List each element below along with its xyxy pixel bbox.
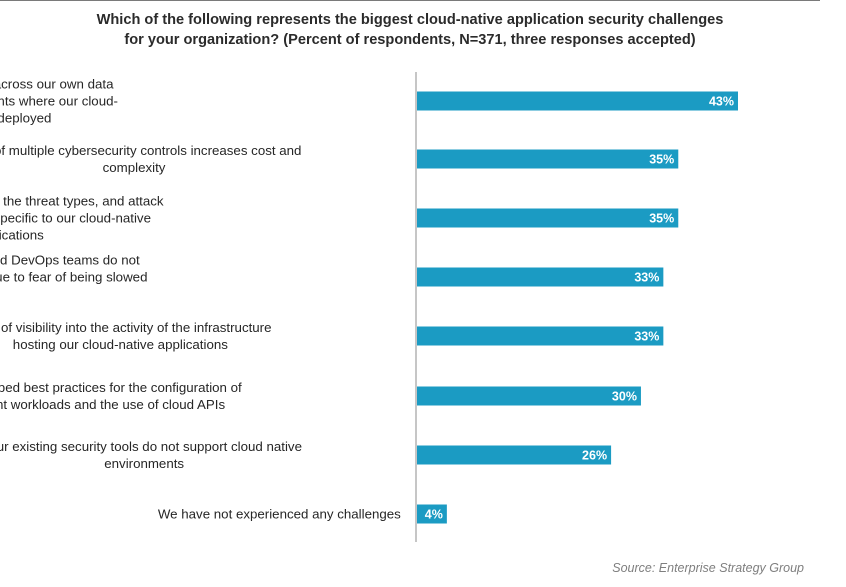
bar-value-label-4: 33% <box>634 271 659 285</box>
category-label-2: Use of multiple cybersecurity controls i… <box>0 143 301 175</box>
bar-value-label-1: 43% <box>709 95 734 109</box>
category-label-4: Our application development and DevOps t… <box>0 253 147 302</box>
category-label-8: We have not experienced any challenges <box>158 507 401 522</box>
source-note: Source: Enterprise Strategy Group <box>612 561 804 575</box>
bar-4 <box>417 267 664 287</box>
bar-6 <box>417 386 641 406</box>
chart-title-line-1: Which of the following represents the bi… <box>96 12 724 28</box>
category-label-7: Our existing security tools do not suppo… <box>0 439 302 471</box>
category-label-3: Lack of understanding of the threat type… <box>0 194 164 243</box>
chart-title: Which of the following represents the bi… <box>60 10 760 50</box>
chart-title-line-2: for your organization? (Percent of respo… <box>124 32 696 48</box>
bar-value-label-8: 4% <box>425 508 443 522</box>
bar-value-label-7: 26% <box>582 449 607 463</box>
bar-value-label-3: 35% <box>649 212 674 226</box>
bar-1 <box>417 91 738 111</box>
bar-value-label-5: 33% <box>634 330 659 344</box>
bar-7 <box>417 445 612 465</box>
bar-3 <box>417 208 679 228</box>
top-rule <box>0 0 820 1</box>
category-label-6: Meeting prescribed best practices for th… <box>0 380 242 412</box>
bar-2 <box>417 149 679 169</box>
bar-5 <box>417 326 664 346</box>
bar-value-label-6: 30% <box>612 390 637 404</box>
bar-8 <box>417 504 447 524</box>
bars-layer: 43% Maintaining security consistency acro… <box>0 77 738 524</box>
category-label-5: Lack of visibility into the activity of … <box>0 320 271 352</box>
category-label-1: Maintaining security consistency across … <box>0 77 118 126</box>
bar-value-label-2: 35% <box>649 153 674 167</box>
